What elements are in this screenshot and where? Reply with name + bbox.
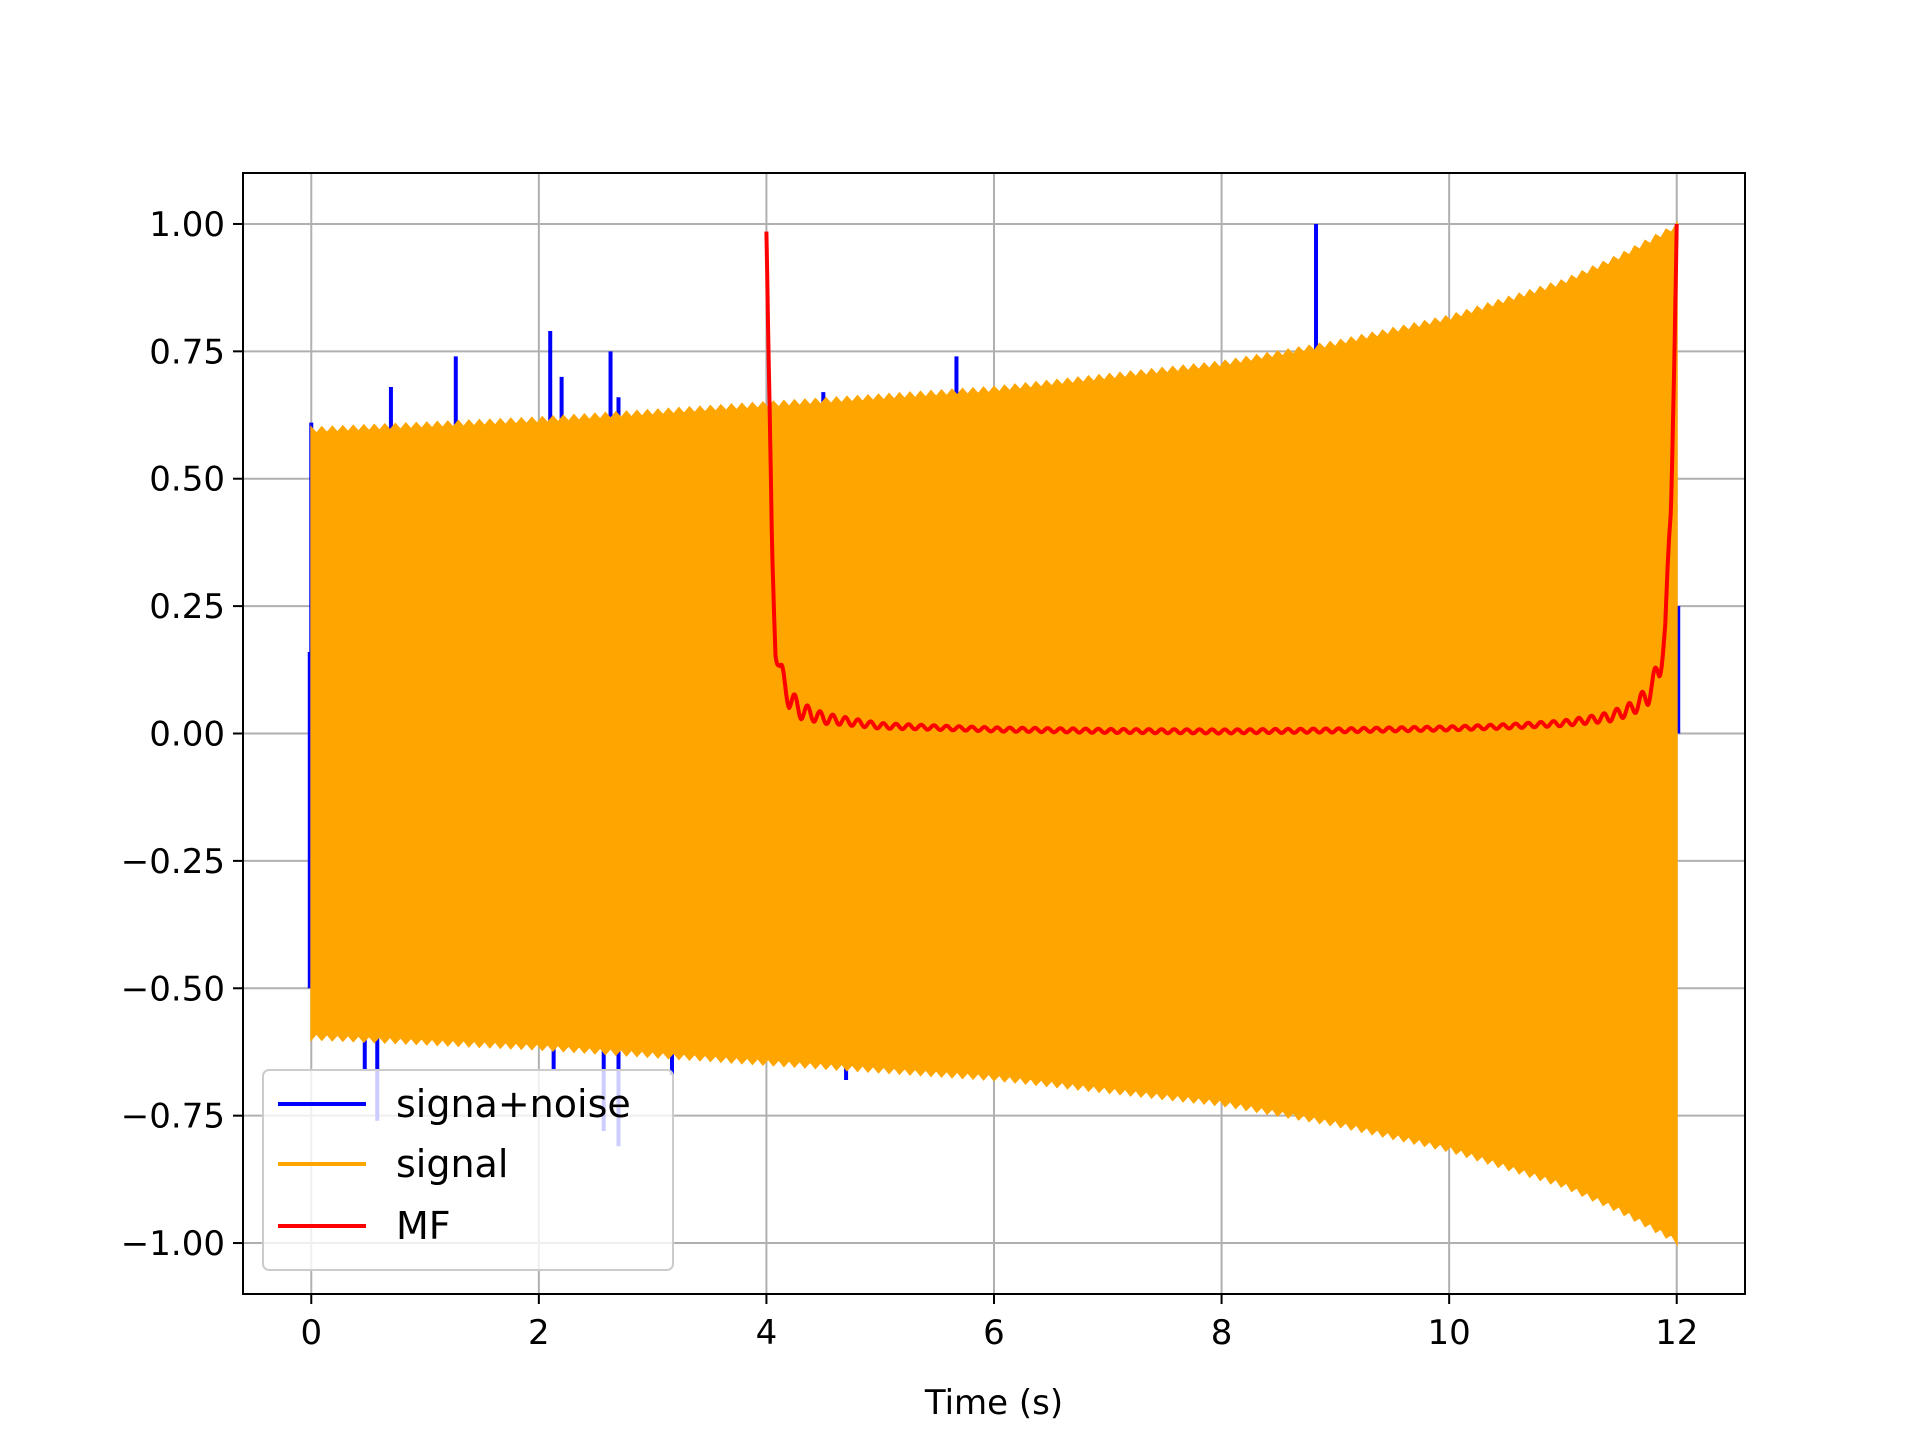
- x-tick-label: 6: [983, 1313, 1005, 1353]
- x-tick-label: 4: [756, 1313, 778, 1353]
- legend-box: [262, 1069, 674, 1271]
- legend-label-signal: signal: [396, 1142, 508, 1186]
- y-tick-label: −1.00: [121, 1224, 225, 1264]
- x-axis-label: Time (s): [924, 1383, 1063, 1423]
- y-tick-label: −0.25: [121, 842, 225, 882]
- y-tick-label: −0.75: [121, 1097, 225, 1137]
- legend-label-mf: MF: [396, 1204, 451, 1248]
- y-tick-label: 0.50: [149, 460, 225, 500]
- x-tick-label: 0: [300, 1313, 322, 1353]
- y-tick-label: 1.00: [149, 205, 225, 245]
- x-tick-label: 12: [1655, 1313, 1698, 1353]
- x-tick-label: 8: [1211, 1313, 1233, 1353]
- x-tick-label: 10: [1428, 1313, 1471, 1353]
- y-axis: 1.00 0.75 0.50 0.25 0.00 −0.25 −0.50 −0.75 −1.00: [121, 205, 243, 1264]
- series-mf: [764, 223, 1679, 736]
- y-tick-label: 0.25: [149, 587, 225, 627]
- legend: signa+noise signal MF: [262, 1069, 674, 1271]
- y-tick-label: −0.50: [121, 969, 225, 1009]
- x-axis: 0 2 4 6 8 10 12: [300, 1294, 1698, 1353]
- y-tick-label: 0.75: [149, 332, 225, 372]
- plot-area: [307, 220, 1681, 1247]
- x-tick-label: 2: [528, 1313, 550, 1353]
- legend-label-signa-noise: signa+noise: [396, 1082, 631, 1126]
- y-tick-label: 0.00: [149, 715, 225, 755]
